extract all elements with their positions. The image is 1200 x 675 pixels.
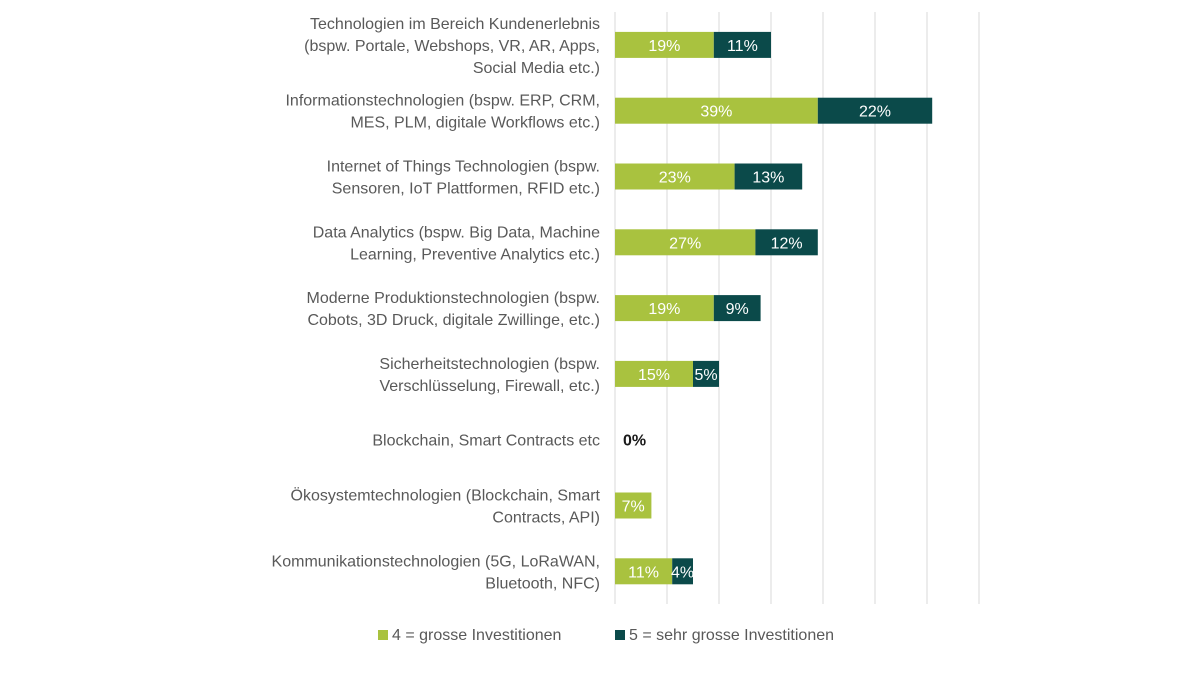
bar-series-1	[615, 492, 652, 519]
bar-series-2	[734, 163, 803, 190]
data-label: 22%	[859, 104, 891, 121]
bar-series-1	[615, 229, 756, 256]
data-label: 12%	[771, 235, 803, 252]
category-label: Technologien im Bereich Kundenerlebnis (b…	[304, 16, 600, 77]
category-label: Sicherheitstechnologien (bspw. Verschlüss…	[379, 356, 600, 395]
bar-series-2	[693, 360, 719, 387]
bar-series-1	[615, 295, 714, 322]
category-label: Moderne Produktionstechnologien (bspw. Co…	[306, 290, 600, 329]
data-label: 4%	[671, 564, 694, 581]
bar-series-2	[713, 295, 761, 322]
bar-series-2	[817, 97, 933, 124]
legend-swatch-series-4	[378, 630, 388, 640]
bar-series-1	[615, 31, 714, 58]
legend-swatch-series-5	[615, 630, 625, 640]
category-label: Blockchain, Smart Contracts etc	[372, 433, 600, 450]
bars: 19% 11% 39% 22% 23% 13% 27% 12% 19% 9% 15% 5% 7% 11% 4…	[615, 31, 933, 585]
category-label: Data Analytics (bspw. Big Data, Machine L…	[313, 224, 600, 263]
bar-series-1	[615, 558, 673, 585]
category-labels: Technologien im Bereich Kundenerlebnis (b…	[272, 16, 601, 592]
data-label: 27%	[669, 235, 701, 252]
data-label: 19%	[648, 38, 680, 55]
data-label: 39%	[700, 104, 732, 121]
legend: 4 = grosse Investitionen 5 = sehr grosse…	[378, 627, 834, 644]
data-label: 13%	[752, 170, 784, 187]
data-label: 7%	[622, 499, 645, 516]
data-label: 19%	[648, 301, 680, 318]
bar-series-2	[755, 229, 818, 256]
bar-series-2	[713, 31, 771, 58]
data-label: 11%	[727, 38, 758, 55]
category-label: Kommunikationstechnologien (5G, LoRaWAN,…	[272, 553, 600, 592]
data-label: 15%	[638, 367, 670, 384]
bar-series-1	[615, 360, 693, 387]
data-label: 0%	[623, 433, 646, 450]
category-label: Internet of Things Technologien (bspw. Se…	[327, 159, 600, 198]
bar-series-2	[672, 558, 693, 585]
data-label: 9%	[726, 301, 749, 318]
legend-label-series-4: 4 = grosse Investitionen	[392, 627, 561, 644]
data-label: 5%	[694, 367, 717, 384]
data-label: 23%	[659, 170, 691, 187]
legend-label-series-5: 5 = sehr grosse Investitionen	[629, 627, 834, 644]
bar-series-1	[615, 163, 735, 190]
category-label: Informationstechnologien (bspw. ERP, CRM…	[285, 93, 600, 132]
data-label: 11%	[628, 564, 659, 581]
category-label: Ökosystemtechnologien (Blockchain, Smart…	[291, 487, 601, 527]
bar-series-1	[615, 97, 818, 124]
